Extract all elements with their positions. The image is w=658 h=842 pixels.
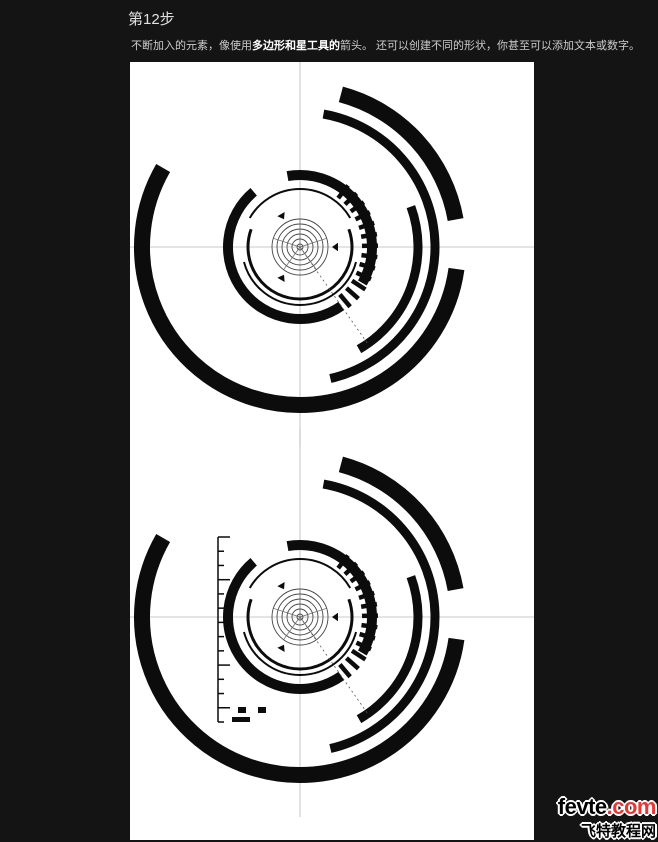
watermark-tld: .com xyxy=(607,794,656,819)
tutorial-canvas xyxy=(130,62,534,840)
step-description: 不断加入的元素，像使用多边形和星工具的箭头。 还可以创建不同的形状，你甚至可以添… xyxy=(131,38,640,55)
desc-prefix: 不断加入的元素，像使用 xyxy=(131,40,252,52)
step-title: 第12步 xyxy=(128,8,175,29)
desc-suffix: 箭头。 还可以创建不同的形状，你甚至可以添加文本或数字。 xyxy=(340,40,640,52)
desc-bold: 多边形和星工具的 xyxy=(252,40,340,52)
watermark-cn: 飞特教程网 xyxy=(506,820,656,841)
watermark: fevte.com 飞特教程网 xyxy=(506,794,656,840)
watermark-domain: fevte.com xyxy=(506,794,656,820)
watermark-brand: fevte xyxy=(558,794,607,819)
